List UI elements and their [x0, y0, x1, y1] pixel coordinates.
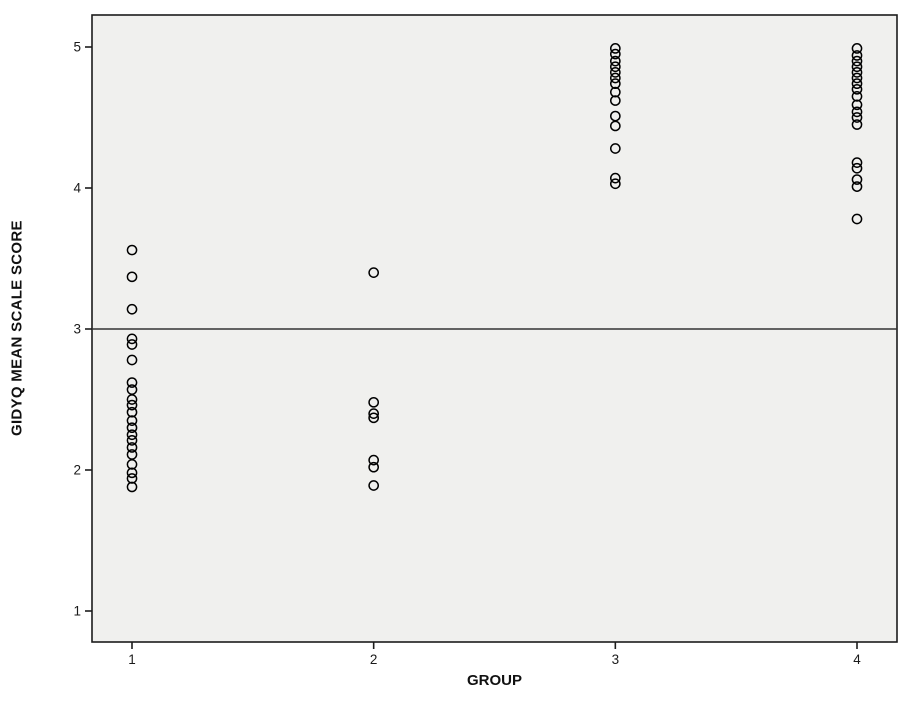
data-point — [126, 399, 138, 411]
data-point — [851, 43, 863, 54]
x-tick-label: 4 — [853, 652, 861, 667]
data-point — [368, 461, 380, 473]
data-point — [126, 429, 138, 441]
data-point — [851, 119, 863, 130]
x-tick-label: 2 — [370, 652, 378, 667]
data-point — [609, 55, 621, 67]
data-point — [368, 480, 380, 491]
data-point — [126, 244, 138, 256]
data-point — [126, 481, 138, 493]
data-point — [851, 55, 863, 67]
data-point — [368, 396, 380, 408]
x-tick-label: 3 — [612, 652, 620, 667]
data-point — [851, 174, 863, 185]
data-point — [609, 143, 621, 154]
y-tick-label: 1 — [73, 604, 81, 619]
y-axis-label: GIDYQ MEAN SCALE SCORE — [8, 220, 26, 437]
data-point — [126, 394, 138, 405]
data-point — [368, 412, 380, 424]
data-point — [126, 415, 138, 426]
data-point — [851, 50, 863, 61]
data-point — [609, 72, 621, 84]
data-point — [609, 172, 621, 184]
y-tick-label: 4 — [73, 181, 81, 196]
data-point — [609, 43, 621, 54]
data-point — [126, 377, 138, 388]
data-point — [126, 303, 138, 315]
data-point — [368, 454, 380, 466]
data-point — [368, 267, 380, 278]
data-point — [609, 61, 621, 73]
data-point — [851, 213, 863, 225]
data-point — [609, 48, 621, 60]
x-tick-label: 1 — [128, 652, 136, 667]
data-point — [851, 72, 863, 84]
data-point — [851, 78, 863, 90]
data-point — [851, 112, 863, 123]
data-point — [851, 106, 863, 118]
y-tick-label: 3 — [73, 322, 81, 337]
data-point — [126, 467, 138, 479]
data-point — [851, 83, 863, 95]
y-tick-label: 2 — [73, 463, 81, 478]
data-point — [126, 435, 138, 446]
data-point — [851, 181, 863, 192]
data-point — [609, 178, 621, 190]
data-point — [126, 271, 138, 283]
data-point — [851, 162, 863, 174]
data-point — [851, 61, 863, 73]
data-point — [851, 99, 863, 111]
data-point — [609, 67, 621, 78]
y-tick-label: 5 — [73, 40, 81, 55]
data-point — [126, 442, 138, 453]
data-point — [126, 339, 138, 350]
data-point — [609, 95, 621, 106]
data-point — [368, 408, 380, 419]
data-point — [126, 354, 138, 366]
data-point — [126, 422, 138, 434]
data-point — [851, 67, 863, 78]
x-axis-label: GROUP — [466, 672, 522, 689]
data-point — [126, 333, 138, 345]
data-point — [609, 120, 621, 132]
data-point — [851, 157, 863, 168]
